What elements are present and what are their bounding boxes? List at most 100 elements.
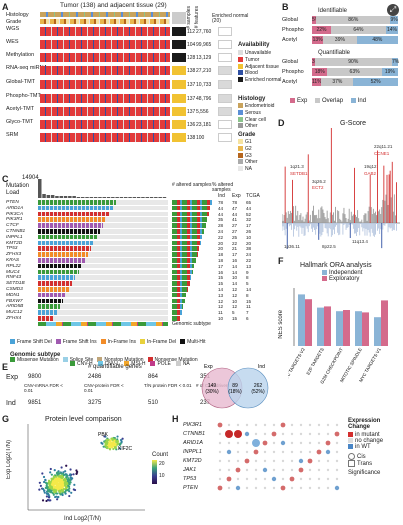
g-point: [45, 492, 49, 495]
legend-label: G2: [245, 145, 252, 152]
omics-row-enriched: [218, 107, 232, 116]
mutation-load-bar: [136, 197, 141, 198]
gscore-annotation: CCNE1: [374, 151, 390, 156]
h-dot: [236, 450, 240, 454]
onco-pct-cell: 41: [232, 217, 238, 223]
onco-gene-label: RPL22: [6, 263, 21, 269]
venn-count: (18%): [228, 389, 242, 395]
h-dot: [272, 486, 276, 490]
omics-row-normal: [172, 66, 186, 75]
mutation-load-bar: [128, 197, 132, 198]
g-point: [60, 478, 64, 482]
legend-label: Nonsense Mutation: [154, 357, 198, 363]
g-point: [63, 483, 67, 487]
f-bar-independent: [298, 294, 305, 346]
b-legend: Exp Overlap Ind: [290, 98, 366, 104]
legend-label: Missense Mutation: [17, 357, 59, 363]
h-dot: [325, 449, 331, 455]
mutation-load-bar: [50, 195, 55, 198]
h-gene-label: ARID1A: [183, 440, 203, 446]
g-point: [43, 480, 46, 484]
g-point: [59, 493, 62, 496]
onco-pct-cell: 11: [246, 304, 251, 310]
legend-label: Multi-Hit: [187, 339, 206, 345]
f-bar-exploratory: [381, 300, 388, 346]
g-point: [116, 435, 119, 438]
onco-row: [38, 298, 168, 304]
h-dot: [245, 423, 249, 427]
e-ind-value: 3275: [88, 400, 102, 406]
g-point: [52, 493, 55, 496]
onco-row-fill: [38, 252, 88, 257]
genomic-subtype-strip-label: Genomic subtype: [172, 321, 211, 327]
h-dot: [290, 432, 294, 436]
g-point: [68, 479, 72, 482]
h-dot: [217, 422, 223, 428]
g-point: [73, 488, 77, 492]
b-bar-segment: 52%: [353, 78, 398, 86]
gscore-annotation: 1q21.3: [290, 164, 304, 169]
omics-row-enriched: [218, 133, 232, 142]
mutation-load-bar: [76, 197, 81, 198]
omics-row-enriched: [218, 53, 232, 62]
panel-c-label: C: [2, 174, 9, 184]
panel-b-label: B: [282, 2, 289, 12]
legend-label: In-Frame Del: [146, 339, 177, 345]
onco-row: [38, 229, 168, 234]
onco-row: [38, 292, 168, 298]
h-gene-label: KMT2D: [183, 458, 202, 464]
h-dot: [236, 459, 240, 463]
h-dot: [218, 450, 222, 454]
h-gene-label: INPPL1: [183, 449, 202, 455]
g-point: [58, 487, 62, 490]
onco-pct-cell: 44: [232, 211, 238, 217]
onco-pct-cell: 35: [218, 217, 224, 223]
onco-pct-cell: 10: [232, 275, 238, 281]
g-point: [60, 466, 63, 469]
g-point: [38, 488, 41, 491]
onco-pct-cell: 20: [218, 240, 224, 246]
onco-altered-bar: [172, 234, 203, 240]
omics-row-bar: [40, 66, 170, 75]
h-dot: [299, 441, 303, 445]
omics-row-samples: 128: [187, 55, 196, 61]
b-bar-segment: 5%: [312, 16, 319, 24]
onco-altered-bar: [172, 200, 212, 205]
onco-gene-label: MUC12: [6, 310, 23, 316]
legend-label: Enriched normal: [245, 77, 282, 84]
g-point: [108, 447, 111, 451]
f-bar-independent: [317, 307, 324, 346]
g-point: [45, 482, 49, 485]
h-dot: [218, 468, 222, 472]
h-dot: [335, 459, 339, 463]
panel-h-label: H: [172, 414, 179, 424]
g-point: [47, 493, 50, 496]
onco-pct-cell: 17: [232, 252, 238, 258]
omics-row-features: 23,181: [196, 122, 212, 128]
g-point: [69, 473, 72, 476]
f-category-label: E2F TARGETS: [305, 347, 325, 376]
expand-icon[interactable]: ⤢: [387, 4, 399, 16]
h-dot: [271, 431, 277, 437]
b-row-label: Global: [282, 17, 298, 23]
onco-altered-bar: [172, 292, 187, 298]
h-dot: [245, 450, 249, 454]
h-dot: [335, 477, 339, 481]
onco-pct-cell: 21: [232, 246, 238, 252]
onco-altered-bar: [172, 310, 182, 315]
mutation-legend-item: Nonstop Mutation: [97, 357, 144, 363]
h-dot: [326, 459, 330, 463]
g-point: [57, 483, 61, 486]
h-dot: [308, 423, 312, 427]
omics-row-bar: [40, 94, 170, 103]
omics-row-samples: 137: [187, 82, 196, 88]
onco-row-fill: [38, 275, 76, 280]
omics-row-samples: 136: [187, 122, 196, 128]
subtype-legend-item: CNV-L: [97, 361, 119, 367]
onco-row-fill: [38, 316, 54, 321]
onco-pct-cell: 26: [246, 229, 252, 234]
h-dot: [335, 441, 339, 445]
venn-exp-label: Exp: [204, 364, 213, 370]
onco-pct-cell: 16: [232, 258, 238, 263]
omics-row-normal: [172, 53, 186, 62]
